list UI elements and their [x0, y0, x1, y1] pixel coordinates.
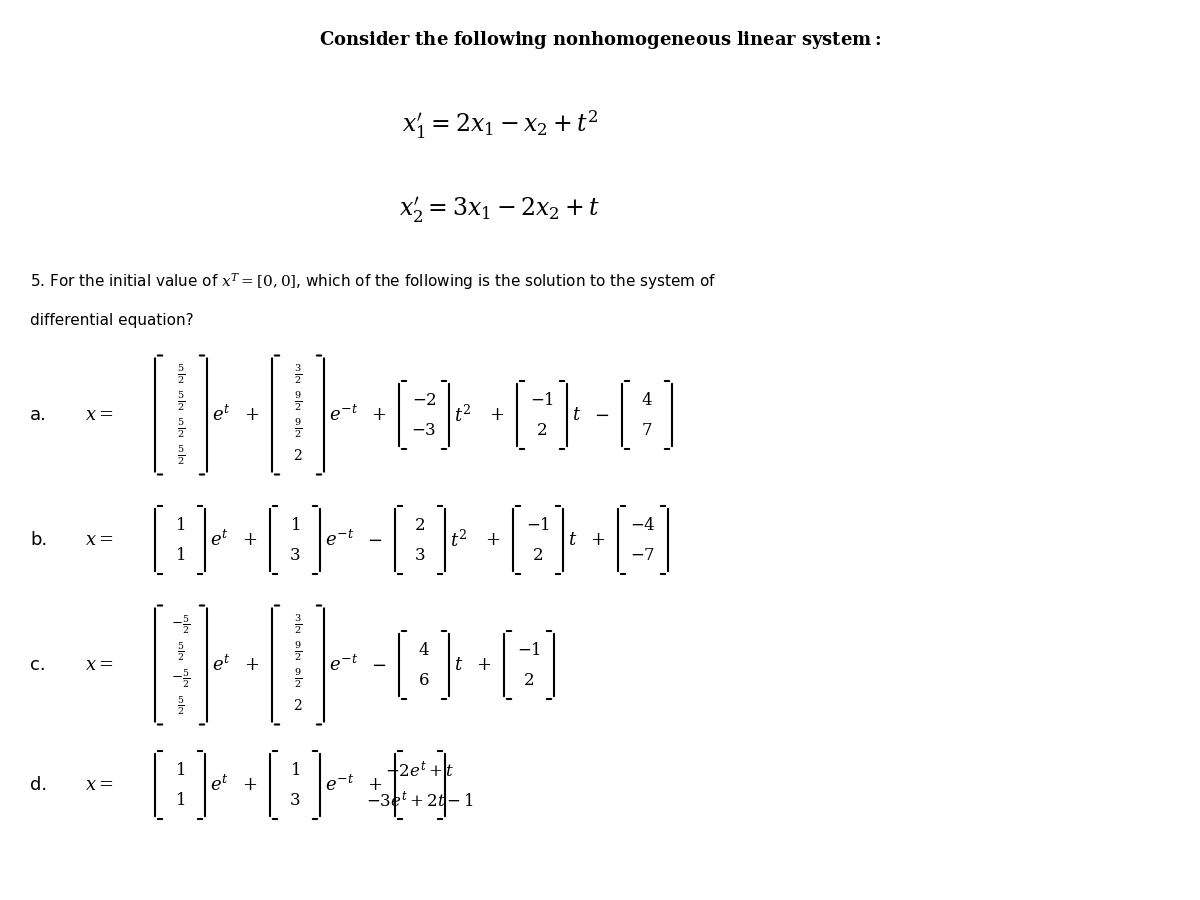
Text: $-3$: $-3$: [412, 421, 437, 439]
Text: $+$: $+$: [485, 531, 500, 549]
Text: $2$: $2$: [523, 671, 534, 689]
Text: $2$: $2$: [414, 516, 426, 534]
Text: $1$: $1$: [290, 516, 300, 534]
Text: 5. For the initial value of $x^T = [0, 0]$, which of the following is the soluti: 5. For the initial value of $x^T = [0, 0…: [30, 272, 716, 292]
Text: $-7$: $-7$: [630, 546, 655, 564]
Text: $+$: $+$: [242, 531, 257, 549]
Text: $\frac{9}{2}$: $\frac{9}{2}$: [294, 390, 302, 413]
Text: $7$: $7$: [641, 421, 653, 439]
Text: $-2e^t + t$: $-2e^t + t$: [385, 760, 455, 780]
Text: $3$: $3$: [414, 546, 426, 564]
Text: a.: a.: [30, 406, 47, 424]
Text: $+$: $+$: [367, 776, 382, 794]
Text: $-2$: $-2$: [412, 391, 437, 409]
Text: $1$: $1$: [290, 761, 300, 779]
Text: $+$: $+$: [244, 406, 259, 424]
Text: differential equation?: differential equation?: [30, 312, 193, 328]
Text: $+$: $+$: [242, 776, 257, 794]
Text: $1$: $1$: [175, 516, 185, 534]
Text: $\frac{9}{2}$: $\frac{9}{2}$: [294, 417, 302, 440]
Text: $\frac{9}{2}$: $\frac{9}{2}$: [294, 640, 302, 663]
Text: $-3e^t + 2t - 1$: $-3e^t + 2t - 1$: [366, 790, 474, 810]
Text: $-$: $-$: [594, 406, 610, 424]
Text: $3$: $3$: [289, 791, 301, 809]
Text: $2$: $2$: [293, 448, 302, 463]
Text: $\frac{3}{2}$: $\frac{3}{2}$: [294, 613, 302, 636]
Text: $\frac{5}{2}$: $\frac{5}{2}$: [176, 417, 185, 440]
Text: $6$: $6$: [419, 671, 430, 689]
Text: $x_2' = 3x_1 - 2x_2 + t$: $x_2' = 3x_1 - 2x_2 + t$: [400, 195, 601, 225]
Text: c.: c.: [30, 656, 46, 674]
Text: $x =$: $x =$: [85, 656, 114, 674]
Text: $2$: $2$: [533, 546, 544, 564]
Text: $x =$: $x =$: [85, 776, 114, 794]
Text: $e^t$: $e^t$: [210, 530, 228, 550]
Text: $-\frac{5}{2}$: $-\frac{5}{2}$: [172, 614, 191, 635]
Text: b.: b.: [30, 531, 47, 549]
Text: $-\frac{5}{2}$: $-\frac{5}{2}$: [172, 668, 191, 689]
Text: $\frac{5}{2}$: $\frac{5}{2}$: [178, 641, 185, 662]
Text: d.: d.: [30, 776, 47, 794]
Text: $t$: $t$: [568, 531, 577, 549]
Text: $x =$: $x =$: [85, 406, 114, 424]
Text: $4$: $4$: [641, 391, 653, 409]
Text: $t^2$: $t^2$: [450, 529, 467, 551]
Text: $t^2$: $t^2$: [454, 404, 472, 426]
Text: $t$: $t$: [454, 656, 463, 674]
Text: $-1$: $-1$: [530, 391, 554, 409]
Text: $\mathbf{Consider\ the\ following\ nonhomogeneous\ linear\ system:}$: $\mathbf{Consider\ the\ following\ nonho…: [319, 29, 881, 51]
Text: $e^t$: $e^t$: [212, 655, 230, 675]
Text: $\frac{5}{2}$: $\frac{5}{2}$: [178, 695, 185, 716]
Text: $1$: $1$: [175, 546, 185, 564]
Text: $\frac{5}{2}$: $\frac{5}{2}$: [176, 390, 185, 413]
Text: $1$: $1$: [175, 761, 185, 779]
Text: $+$: $+$: [590, 531, 605, 549]
Text: $e^{-t}$: $e^{-t}$: [329, 655, 358, 675]
Text: $-$: $-$: [367, 531, 382, 549]
Text: $1$: $1$: [175, 791, 185, 809]
Text: $\frac{3}{2}$: $\frac{3}{2}$: [294, 363, 302, 386]
Text: $e^t$: $e^t$: [212, 405, 230, 425]
Text: $3$: $3$: [289, 546, 301, 564]
Text: $\frac{5}{2}$: $\frac{5}{2}$: [176, 363, 185, 386]
Text: $x_1' = 2x_1 - x_2 + t^2$: $x_1' = 2x_1 - x_2 + t^2$: [402, 109, 599, 141]
Text: $t$: $t$: [572, 406, 581, 424]
Text: $e^{-t}$: $e^{-t}$: [329, 405, 358, 425]
Text: $e^t$: $e^t$: [210, 775, 228, 795]
Text: $e^{-t}$: $e^{-t}$: [325, 530, 354, 550]
Text: $-1$: $-1$: [526, 516, 550, 534]
Text: $+$: $+$: [371, 406, 386, 424]
Text: $4$: $4$: [418, 641, 430, 659]
Text: $-1$: $-1$: [517, 641, 541, 659]
Text: $\frac{5}{2}$: $\frac{5}{2}$: [176, 444, 185, 467]
Text: $x =$: $x =$: [85, 531, 114, 549]
Text: $\frac{9}{2}$: $\frac{9}{2}$: [294, 667, 302, 690]
Text: $+$: $+$: [476, 656, 491, 674]
Text: $2$: $2$: [293, 698, 302, 713]
Text: $-4$: $-4$: [630, 516, 656, 534]
Text: $+$: $+$: [244, 656, 259, 674]
Text: $e^{-t}$: $e^{-t}$: [325, 775, 354, 795]
Text: $-$: $-$: [371, 656, 386, 674]
Text: $+$: $+$: [488, 406, 504, 424]
Text: $2$: $2$: [536, 421, 547, 439]
